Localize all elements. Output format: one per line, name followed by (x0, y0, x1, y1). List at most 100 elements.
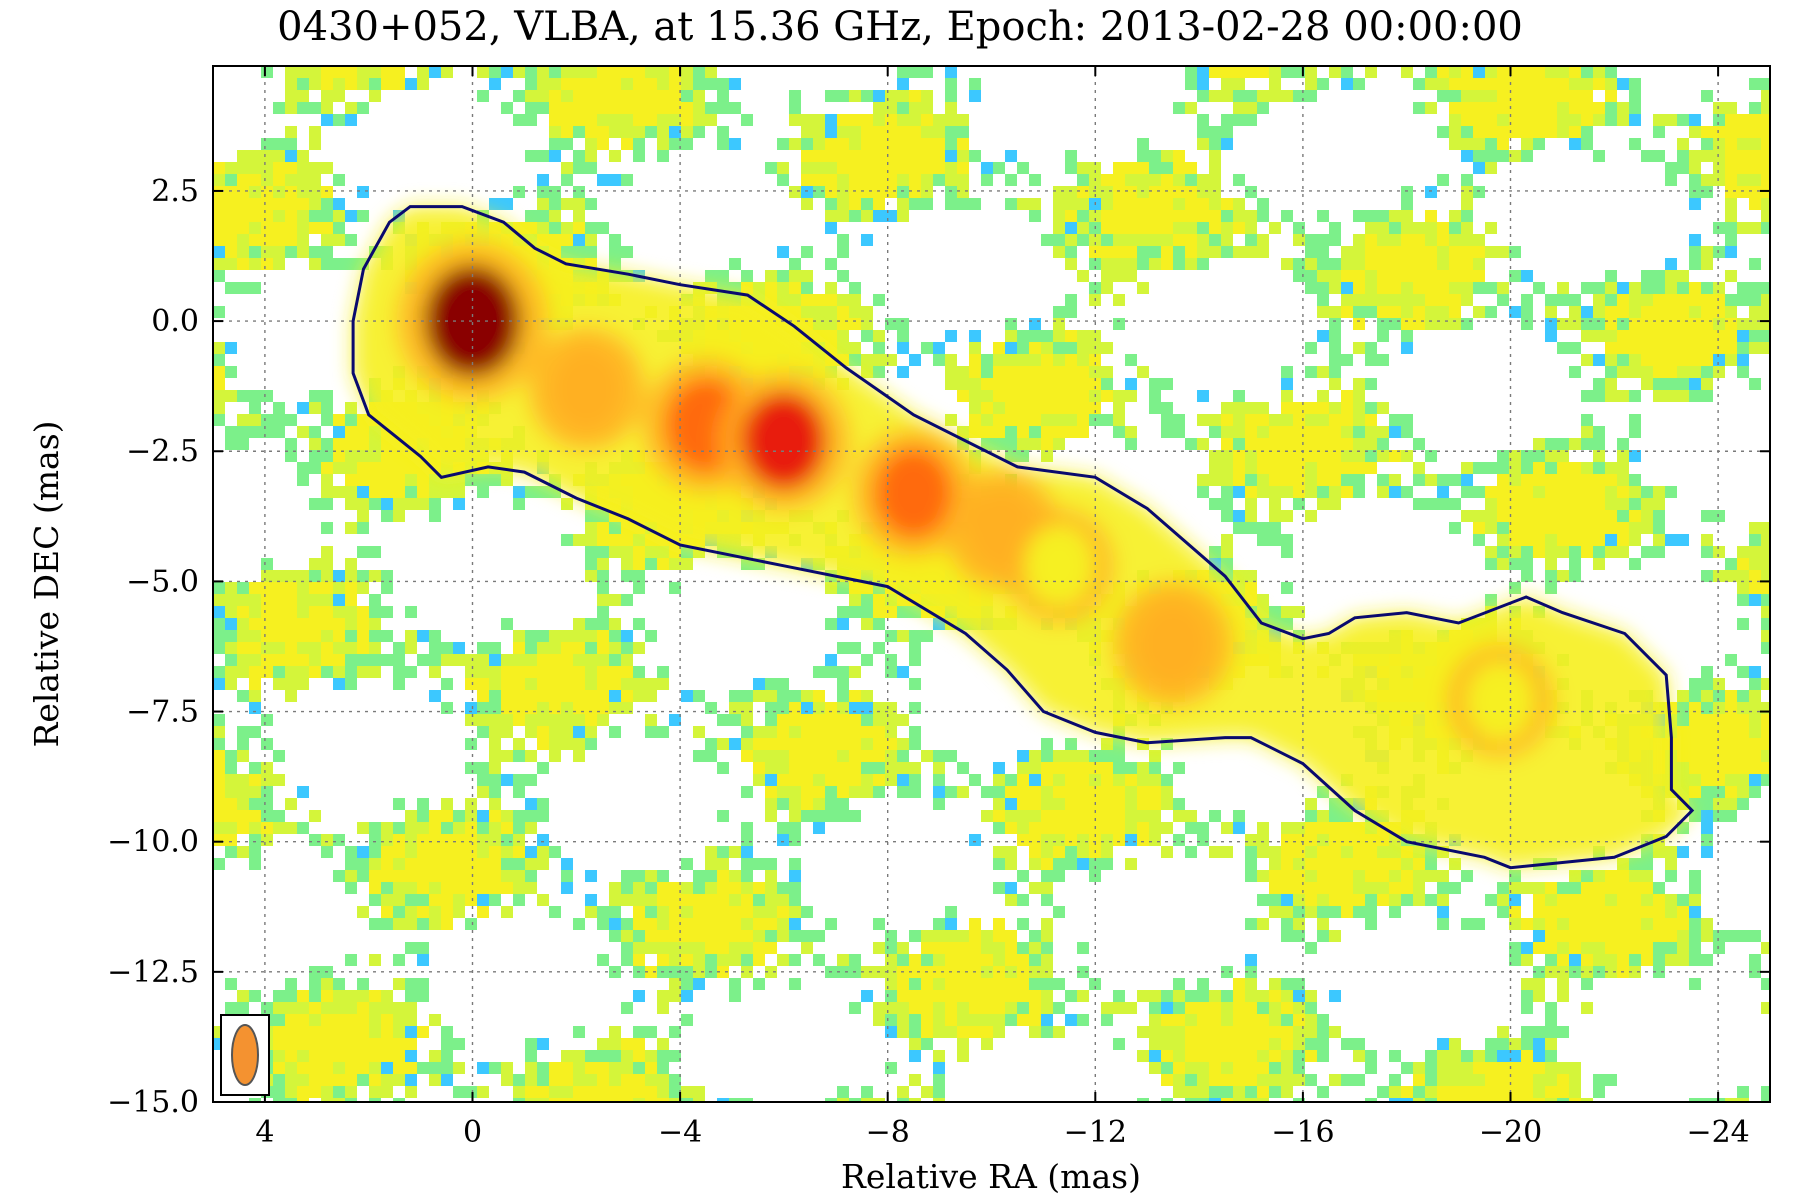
noise-cell (465, 918, 477, 930)
noise-cell (1221, 402, 1233, 414)
noise-cell (1185, 222, 1197, 234)
noise-cell (1617, 354, 1629, 366)
noise-cell (645, 966, 657, 978)
noise-cell (441, 822, 453, 834)
noise-cell (921, 1086, 933, 1098)
noise-cell (573, 642, 585, 654)
noise-cell (321, 1086, 333, 1098)
noise-cell (1761, 162, 1770, 174)
noise-cell (1677, 954, 1689, 966)
noise-cell (1557, 90, 1569, 102)
noise-cell (1713, 726, 1725, 738)
noise-cell (1173, 258, 1185, 270)
noise-cell (1413, 318, 1425, 330)
noise-cell (381, 570, 393, 582)
noise-cell (213, 174, 225, 186)
noise-cell (1749, 186, 1761, 198)
noise-cell (1077, 774, 1089, 786)
noise-cell (309, 66, 321, 78)
noise-cell (1305, 882, 1317, 894)
noise-cell (393, 1062, 405, 1074)
noise-cell (1125, 798, 1137, 810)
noise-cell (957, 162, 969, 174)
noise-cell (417, 918, 429, 930)
noise-cell (561, 234, 573, 246)
noise-cell (1761, 594, 1770, 606)
noise-cell (285, 414, 297, 426)
noise-cell (1257, 90, 1269, 102)
noise-cell (1557, 342, 1569, 354)
noise-cell (1593, 498, 1605, 510)
noise-cell (1485, 162, 1497, 174)
noise-cell (1629, 534, 1641, 546)
noise-cell (885, 318, 897, 330)
noise-cell (1281, 390, 1293, 402)
noise-cell (1461, 462, 1473, 474)
noise-cell (1425, 894, 1437, 906)
noise-cell (1581, 1002, 1593, 1014)
noise-cell (1221, 138, 1233, 150)
noise-cell (1137, 798, 1149, 810)
noise-cell (249, 798, 261, 810)
noise-cell (1629, 282, 1641, 294)
noise-cell (381, 846, 393, 858)
noise-cell (621, 126, 633, 138)
noise-cell (1017, 942, 1029, 954)
noise-cell (861, 234, 873, 246)
noise-cell (813, 930, 825, 942)
noise-cell (921, 750, 933, 762)
noise-cell (1653, 498, 1665, 510)
noise-cell (1557, 438, 1569, 450)
noise-cell (273, 642, 285, 654)
noise-cell (1101, 822, 1113, 834)
noise-cell (561, 1086, 573, 1098)
noise-cell (1533, 522, 1545, 534)
noise-cell (1677, 330, 1689, 342)
noise-cell (1533, 510, 1545, 522)
noise-cell (1365, 342, 1377, 354)
noise-cell (957, 942, 969, 954)
noise-cell (621, 690, 633, 702)
noise-cell (669, 90, 681, 102)
noise-cell (837, 774, 849, 786)
noise-cell (1497, 894, 1509, 906)
noise-cell (1365, 450, 1377, 462)
noise-cell (1581, 390, 1593, 402)
noise-cell (357, 1002, 369, 1014)
noise-cell (1377, 858, 1389, 870)
noise-cell (633, 582, 645, 594)
noise-cell (1053, 330, 1065, 342)
noise-cell (285, 606, 297, 618)
noise-cell (1305, 462, 1317, 474)
noise-cell (969, 930, 981, 942)
noise-cell (1545, 114, 1557, 126)
noise-cell (1449, 114, 1461, 126)
noise-cell (1377, 330, 1389, 342)
noise-cell (1089, 258, 1101, 270)
noise-cell (285, 978, 297, 990)
noise-cell (501, 102, 513, 114)
noise-cell (921, 114, 933, 126)
noise-cell (933, 1014, 945, 1026)
noise-cell (225, 198, 237, 210)
noise-cell (1509, 1038, 1521, 1050)
noise-cell (513, 810, 525, 822)
noise-cell (501, 882, 513, 894)
noise-cell (1677, 750, 1689, 762)
noise-cell (1149, 750, 1161, 762)
noise-cell (645, 1062, 657, 1074)
noise-cell (1533, 942, 1545, 954)
noise-cell (909, 162, 921, 174)
noise-cell (549, 678, 561, 690)
noise-cell (789, 282, 801, 294)
noise-cell (741, 954, 753, 966)
noise-cell (1401, 270, 1413, 282)
noise-cell (1317, 270, 1329, 282)
noise-cell (1761, 726, 1770, 738)
noise-cell (1293, 258, 1305, 270)
noise-cell (321, 114, 333, 126)
noise-cell (429, 894, 441, 906)
noise-cell (1341, 306, 1353, 318)
noise-cell (1101, 186, 1113, 198)
noise-cell (381, 1050, 393, 1062)
